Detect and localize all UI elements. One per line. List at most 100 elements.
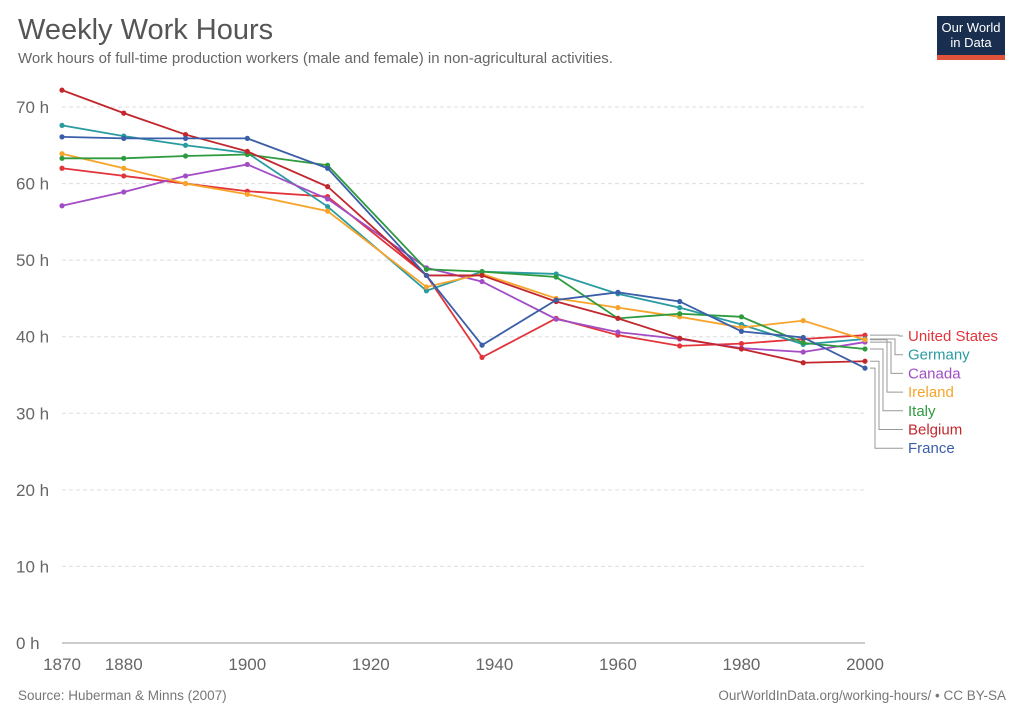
- data-point: [59, 122, 65, 128]
- label-connector: [870, 360, 903, 430]
- series-label: Ireland: [908, 384, 954, 401]
- data-point: [862, 346, 868, 352]
- series-label: Canada: [908, 365, 961, 382]
- data-point: [615, 315, 621, 321]
- data-point: [553, 297, 559, 303]
- x-tick-label: 1920: [352, 655, 390, 674]
- data-point: [800, 349, 806, 355]
- data-point: [738, 324, 745, 331]
- data-point: [862, 358, 868, 364]
- data-point: [479, 354, 485, 360]
- data-point: [182, 135, 189, 141]
- data-point: [862, 332, 868, 338]
- data-point: [182, 142, 189, 148]
- series-line-germany: [61, 124, 866, 346]
- data-point: [479, 272, 485, 279]
- data-point: [677, 298, 683, 305]
- y-tick-label: 10 h: [16, 557, 49, 576]
- y-tick-label: 50 h: [16, 251, 49, 270]
- data-point: [800, 340, 806, 346]
- y-tick-label: 0 h: [16, 634, 40, 653]
- data-point: [59, 87, 65, 93]
- logo-line1: Our World: [941, 20, 1001, 35]
- data-point: [244, 191, 250, 197]
- data-point: [59, 165, 65, 171]
- data-point: [677, 311, 683, 317]
- data-point: [615, 329, 621, 335]
- x-tick-label: 2000: [846, 655, 884, 674]
- y-tick-label: 20 h: [16, 481, 49, 500]
- data-point: [121, 165, 127, 171]
- label-connector: [870, 339, 903, 393]
- data-point: [800, 318, 806, 324]
- series-label: Germany: [908, 347, 970, 364]
- data-point: [59, 203, 65, 209]
- data-point: [325, 165, 331, 171]
- data-point: [800, 360, 806, 366]
- data-point: [121, 110, 127, 116]
- data-point: [182, 131, 189, 138]
- data-point: [738, 328, 745, 334]
- series-label: Italy: [908, 403, 936, 420]
- label-connector: [870, 348, 903, 412]
- footer-link[interactable]: OurWorldInData.org/working-hours/ • CC B…: [718, 688, 1006, 703]
- series-line-canada: [61, 163, 866, 353]
- data-point: [738, 314, 745, 320]
- chart-subtitle: Work hours of full-time production worke…: [18, 50, 613, 67]
- y-tick-label: 70 h: [16, 98, 49, 117]
- label-connector: [870, 341, 903, 374]
- data-point: [677, 343, 683, 349]
- series-line-france: [61, 135, 866, 369]
- data-point: [553, 274, 559, 280]
- data-point: [59, 134, 65, 140]
- source-note: Source: Huberman & Minns (2007): [18, 688, 227, 703]
- data-point: [553, 316, 559, 322]
- x-tick-label: 1960: [599, 655, 637, 674]
- data-point: [121, 155, 127, 161]
- data-point: [244, 148, 250, 155]
- x-tick-label: 1870: [43, 655, 81, 674]
- data-point: [423, 272, 430, 279]
- data-point: [325, 203, 331, 210]
- data-point: [738, 341, 745, 347]
- data-point: [182, 153, 189, 159]
- data-point: [59, 155, 65, 161]
- data-point: [182, 180, 189, 187]
- data-point: [325, 208, 331, 214]
- x-tick-label: 1880: [105, 655, 143, 674]
- owid-logo[interactable]: Our World in Data: [937, 16, 1005, 60]
- data-point: [677, 335, 683, 341]
- data-point: [800, 334, 806, 341]
- data-point: [325, 184, 331, 190]
- data-point: [423, 288, 430, 294]
- x-tick-label: 1980: [723, 655, 761, 674]
- data-point: [615, 289, 621, 295]
- data-point: [121, 135, 127, 141]
- data-point: [121, 189, 127, 195]
- data-point: [677, 305, 683, 311]
- data-point: [182, 173, 189, 179]
- series-line-ireland: [61, 152, 866, 341]
- data-point: [244, 135, 250, 141]
- data-point: [244, 161, 250, 168]
- data-point: [423, 266, 430, 272]
- data-point: [325, 196, 331, 202]
- y-tick-label: 40 h: [16, 328, 49, 347]
- data-point: [862, 337, 868, 343]
- series-label: Belgium: [908, 422, 962, 439]
- data-point: [479, 269, 485, 275]
- data-point: [615, 305, 621, 311]
- logo-line2: in Data: [950, 35, 992, 50]
- label-connector: [870, 338, 903, 356]
- x-tick-label: 1900: [228, 655, 266, 674]
- series-label: France: [908, 440, 955, 457]
- data-point: [862, 365, 868, 371]
- data-point: [479, 342, 485, 348]
- series-line-united-states: [61, 167, 866, 359]
- data-point: [738, 346, 745, 352]
- data-point: [121, 173, 127, 179]
- chart-title: Weekly Work Hours: [18, 14, 274, 46]
- series-label: United States: [908, 328, 998, 345]
